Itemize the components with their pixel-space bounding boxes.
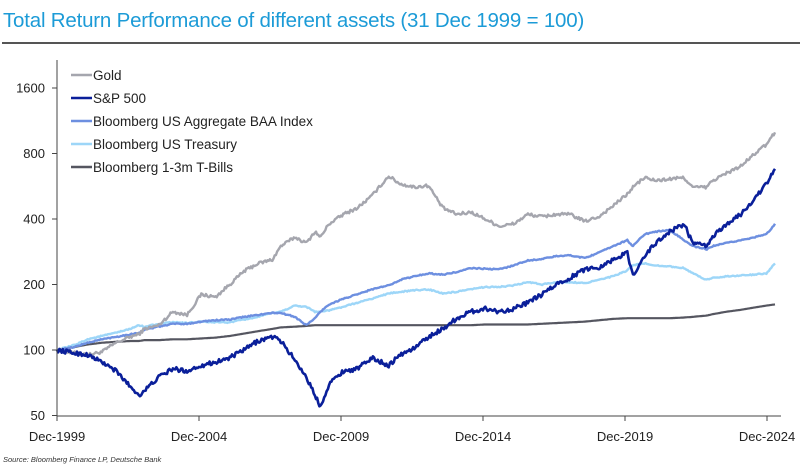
legend-item: Bloomberg US Treasury — [71, 137, 237, 152]
series-line-s-p-500 — [55, 168, 777, 408]
series-line-bloomberg-us-aggregate-baa-index — [56, 223, 777, 352]
x-tick-label: Dec-2004 — [171, 429, 227, 444]
x-tick-label: Dec-2009 — [313, 429, 369, 444]
chart-title: Total Return Performance of different as… — [3, 9, 585, 32]
series-line-gold — [56, 131, 777, 357]
y-tick-label: 800 — [23, 146, 45, 161]
x-tick-label: Dec-2014 — [455, 429, 511, 444]
x-tick-label: Dec-2019 — [597, 429, 653, 444]
legend-item: Gold — [71, 68, 122, 83]
legend-label: S&P 500 — [93, 91, 146, 106]
legend: Gold S&P 500 Bloomberg US Aggregate BAA In… — [71, 68, 313, 175]
legend-item: Bloomberg 1-3m T-Bills — [71, 160, 233, 175]
legend-item: S&P 500 — [71, 91, 146, 106]
y-tick-label: 50 — [31, 408, 45, 423]
y-tick-label: 400 — [23, 212, 45, 227]
x-tick-label: Dec-1999 — [29, 429, 85, 444]
y-tick-label: 100 — [23, 343, 45, 358]
series-layer — [55, 131, 777, 408]
title-divider — [2, 42, 800, 44]
x-axis-ticks: Dec-1999 Dec-2004 Dec-2009 Dec-2014 Dec-2019… — [29, 416, 795, 444]
legend-item: Bloomberg US Aggregate BAA Index — [71, 114, 313, 129]
y-tick-label: 200 — [23, 277, 45, 292]
source-note: Source: Bloomberg Finance LP, Deutsche B… — [3, 455, 162, 464]
legend-label: Bloomberg US Aggregate BAA Index — [93, 114, 313, 129]
legend-label: Bloomberg 1-3m T-Bills — [93, 160, 233, 175]
legend-label: Bloomberg US Treasury — [93, 137, 237, 152]
series-line-bloomberg-1-3m-t-bills — [56, 303, 776, 352]
y-tick-label: 1600 — [16, 81, 45, 96]
legend-label: Gold — [93, 68, 122, 83]
y-axis-ticks: 50 100 200 400 800 1600 — [16, 81, 57, 423]
x-tick-label: Dec-2024 — [739, 429, 795, 444]
